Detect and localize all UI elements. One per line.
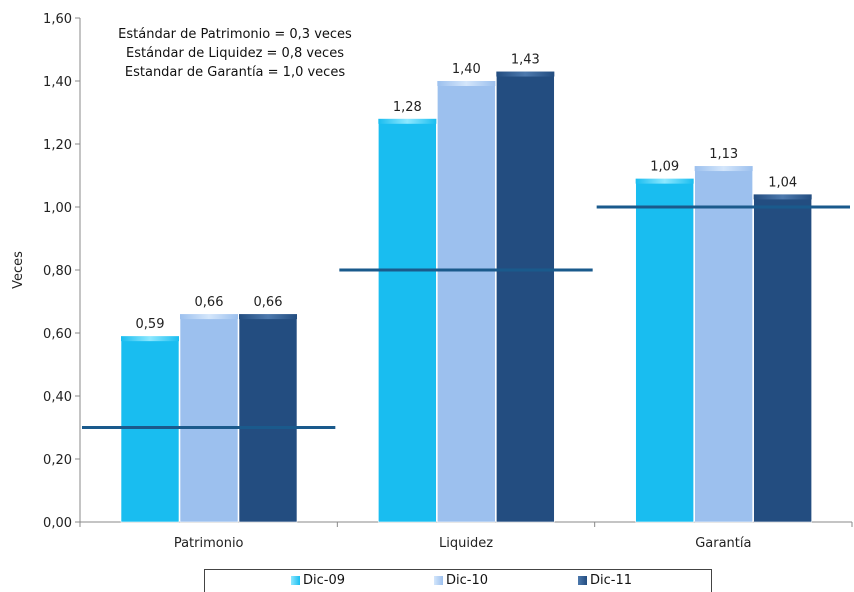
annotation-line-patrimonio: Estándar de Patrimonio = 0,3 veces	[118, 27, 352, 42]
y-tick-label: 1,40	[43, 75, 72, 90]
x-category-label: Patrimonio	[174, 536, 244, 551]
data-label: 0,59	[136, 317, 165, 332]
data-label: 0,66	[195, 295, 224, 310]
y-tick-label: 0,40	[43, 390, 72, 405]
bar-dic-10	[694, 165, 753, 523]
y-tick-label: 0,60	[43, 327, 72, 342]
bar-top-highlight	[635, 178, 694, 184]
legend-swatch-dic-10	[434, 576, 443, 585]
legend-label-dic-10: Dic-10	[446, 573, 489, 588]
y-tick-label: 0,20	[43, 453, 72, 468]
y-axis-label: Veces	[11, 251, 26, 289]
bar-dic-09	[120, 335, 180, 523]
legend-label-dic-09: Dic-09	[303, 573, 346, 588]
y-tick-label: 1,20	[43, 138, 72, 153]
y-tick-label: 0,00	[43, 516, 72, 531]
data-label: 1,43	[511, 53, 540, 68]
bar-top-highlight	[121, 336, 179, 342]
data-label: 0,66	[254, 295, 283, 310]
y-tick-label: 1,60	[43, 12, 72, 27]
data-label: 1,13	[709, 147, 738, 162]
annotation-line-garantia: Estandar de Garantía = 1,0 veces	[124, 65, 346, 80]
legend-item-dic-09: Dic-09	[291, 573, 345, 588]
y-tick-label: 1,00	[43, 201, 72, 216]
bar-top-highlight	[378, 118, 437, 124]
bar-top-highlight	[753, 194, 812, 200]
bar-top-highlight	[496, 71, 555, 77]
bar-top-highlight	[180, 314, 238, 320]
data-label: 1,28	[393, 100, 422, 115]
standards-annotation: Estándar de Patrimonio = 0,3 veces Están…	[85, 25, 385, 82]
annotation-line-liquidez: Estándar de Liquidez = 0,8 veces	[126, 46, 344, 61]
legend-item-dic-11: Dic-11	[578, 573, 632, 588]
bar-dic-09	[635, 178, 694, 523]
legend-item-dic-10: Dic-10	[434, 573, 488, 588]
bar-dic-09	[378, 118, 437, 523]
legend-swatch-dic-11	[578, 576, 587, 585]
bar-top-highlight	[239, 314, 297, 320]
bar-dic-10	[437, 80, 496, 523]
bar-dic-11	[753, 194, 812, 523]
data-label: 1,04	[768, 175, 797, 190]
data-label: 1,09	[650, 160, 679, 175]
x-category-label: Liquidez	[439, 536, 493, 551]
bar-dic-10	[179, 313, 239, 523]
bar-dic-11	[496, 71, 555, 523]
bar-top-highlight	[437, 81, 496, 86]
bar-top-highlight	[694, 166, 753, 172]
bar-dic-11	[238, 313, 298, 523]
legend-label-dic-11: Dic-11	[590, 573, 633, 588]
data-label: 1,40	[452, 62, 481, 77]
chart-legend: Dic-09 Dic-10 Dic-11	[204, 569, 712, 592]
legend-swatch-dic-09	[291, 576, 300, 585]
x-category-label: Garantía	[695, 536, 751, 551]
y-tick-label: 0,80	[43, 264, 72, 279]
